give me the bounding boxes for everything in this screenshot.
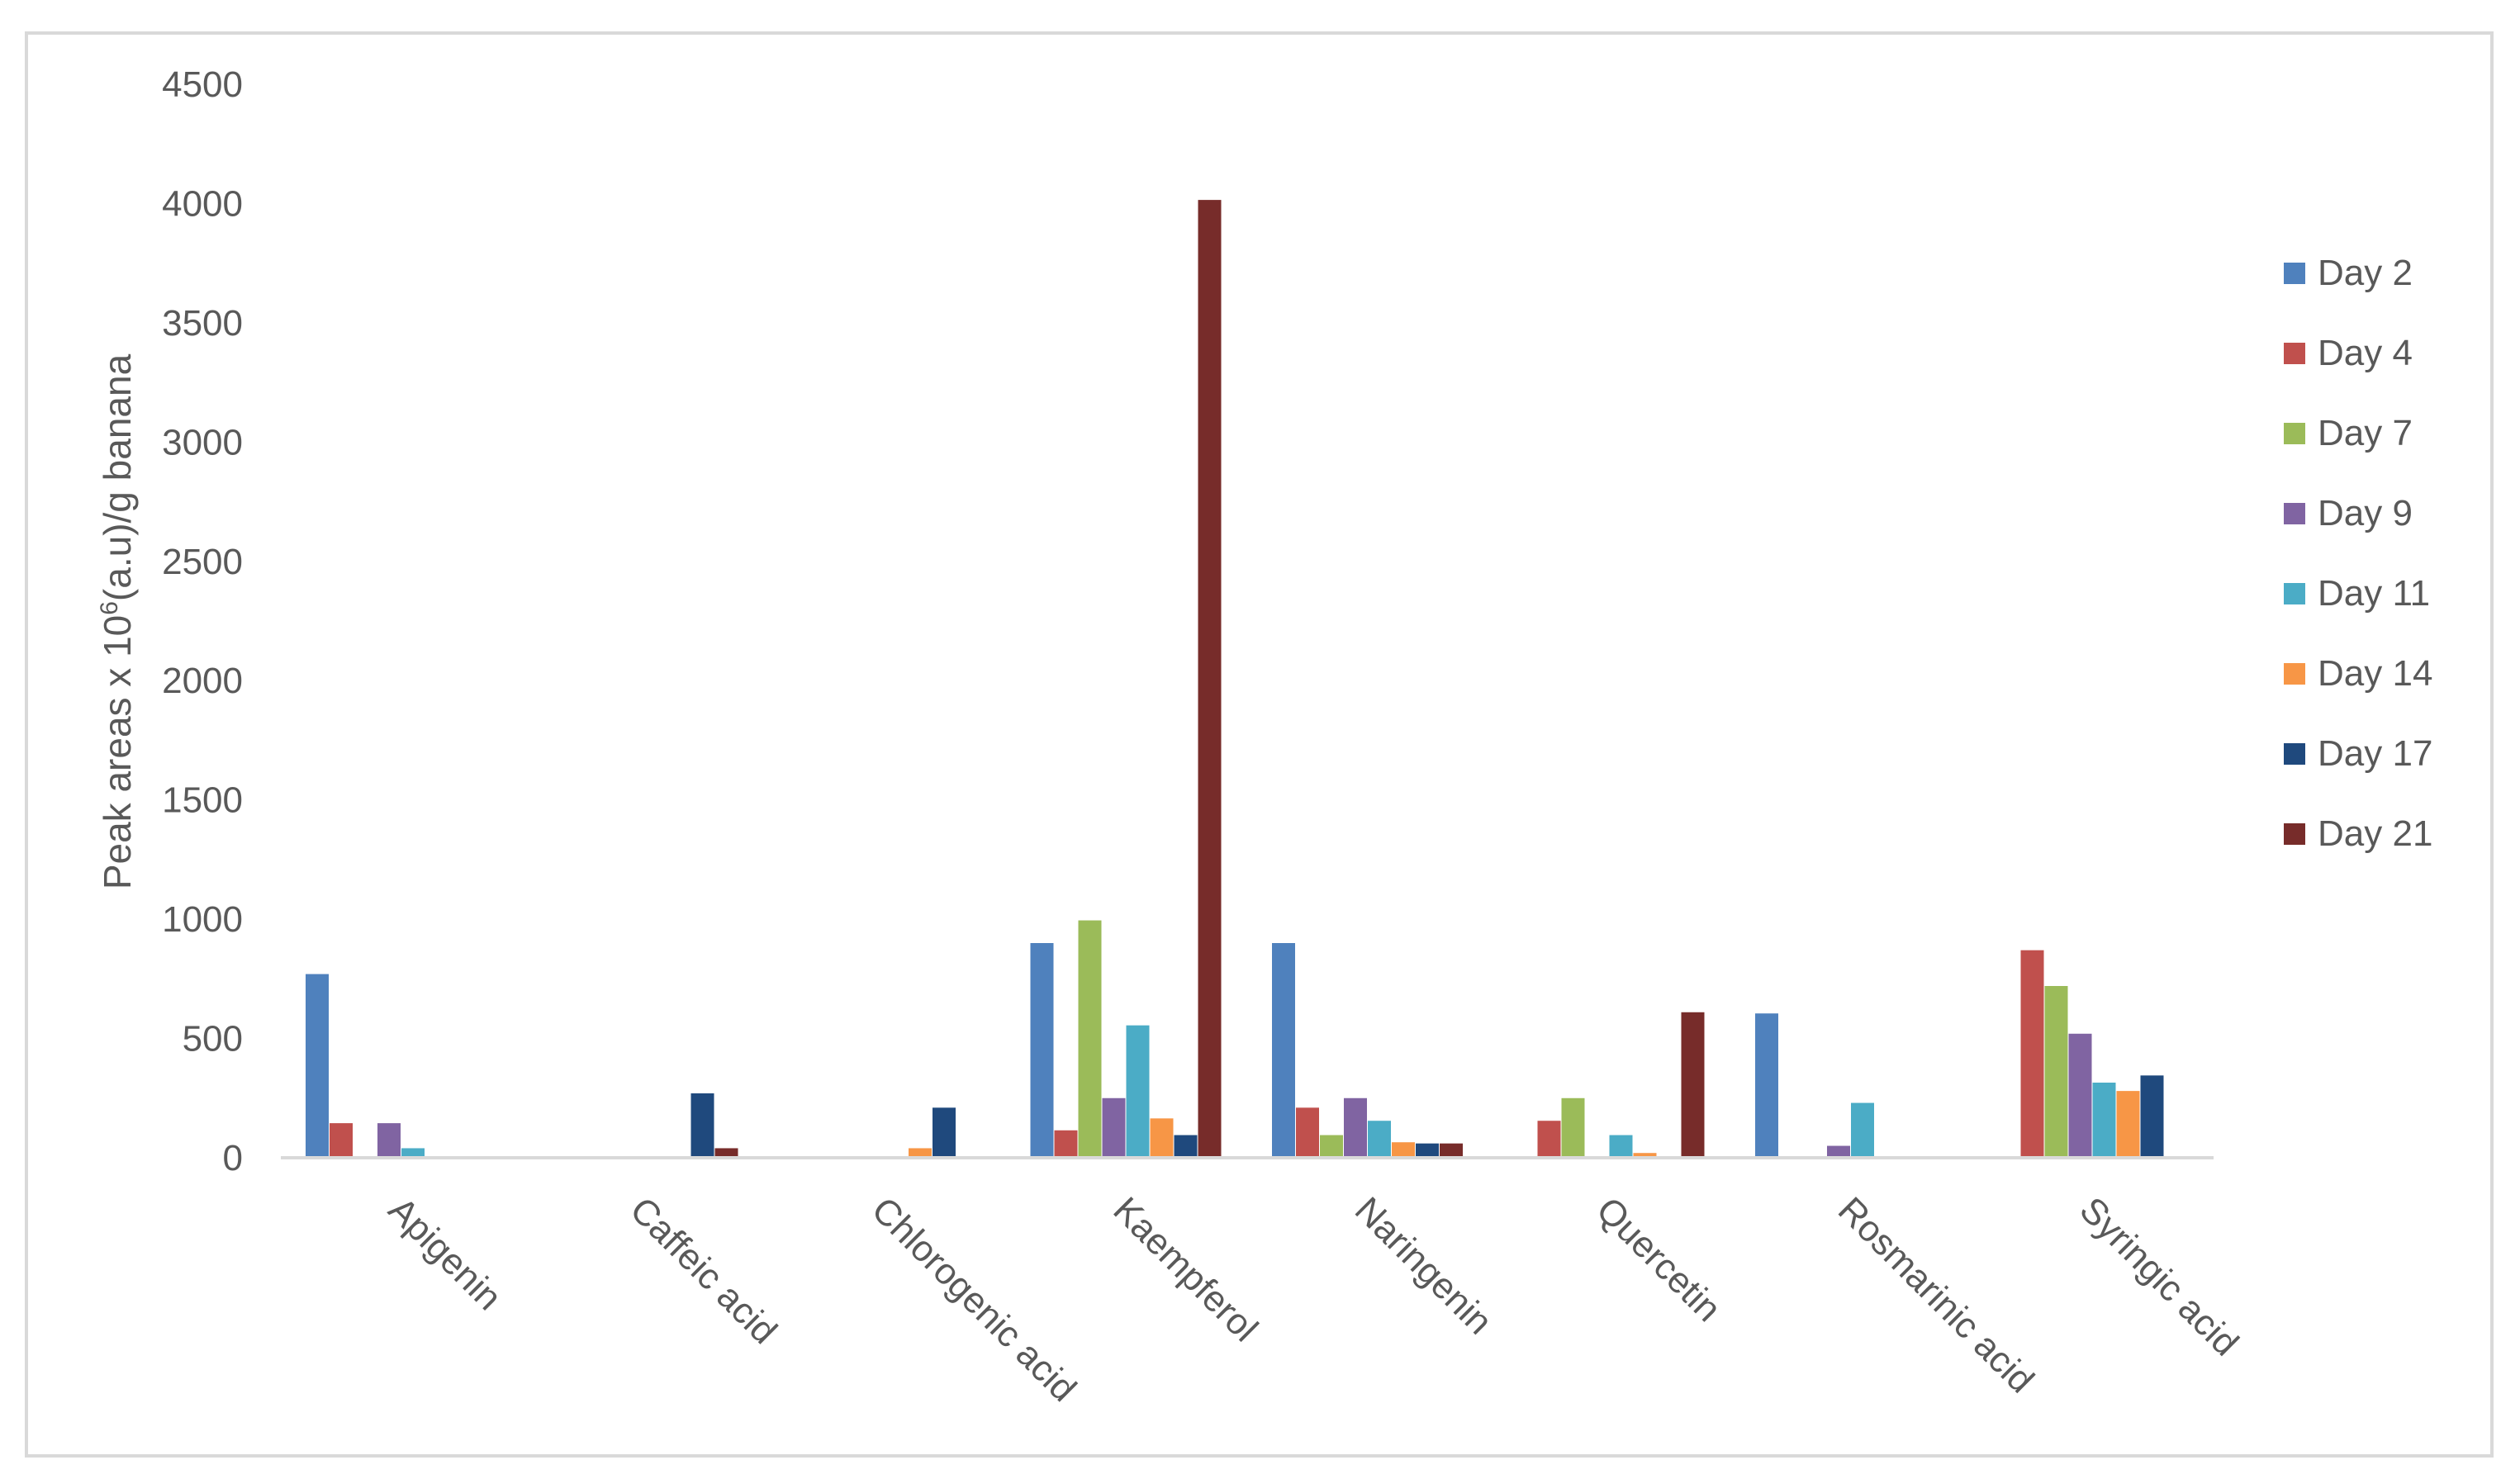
bar	[1609, 1135, 1633, 1158]
bar	[1561, 1097, 1585, 1158]
bar	[1755, 1013, 1778, 1158]
legend: Day 2 Day 4 Day 7 Day 9 Day 11 Day 14 Day 17 Da…	[2284, 253, 2432, 854]
bar	[377, 1123, 401, 1158]
legend-label: Day 17	[2318, 733, 2432, 774]
bar	[691, 1093, 714, 1158]
y-tick-label: 3000	[162, 422, 243, 462]
bar	[1320, 1135, 1343, 1158]
bar	[2020, 950, 2044, 1158]
legend-label: Day 14	[2318, 653, 2432, 694]
bar	[1633, 1153, 1657, 1158]
bar	[1126, 1025, 1150, 1158]
y-tick-label: 3500	[162, 303, 243, 344]
bar	[1368, 1121, 1391, 1158]
bar	[1198, 200, 1222, 1159]
bar	[2140, 1075, 2164, 1158]
legend-label: Day 21	[2318, 813, 2432, 854]
bar	[1392, 1142, 1415, 1158]
chart-border	[25, 31, 2494, 1458]
bar	[330, 1123, 353, 1158]
bars	[306, 200, 2164, 1159]
y-axis-ticks: 0 500 1000 1500 2000 2500 3000 3500 4000 4500	[162, 64, 243, 1178]
y-tick-label: 2000	[162, 661, 243, 701]
bar	[2092, 1083, 2116, 1158]
legend-swatch	[2284, 823, 2305, 845]
bar	[909, 1148, 932, 1158]
legend-label: Day 4	[2318, 333, 2413, 373]
legend-swatch	[2284, 583, 2305, 604]
bar	[1296, 1107, 1319, 1158]
bar	[1416, 1143, 1439, 1158]
bar	[1537, 1121, 1561, 1158]
y-tick-label: 4000	[162, 183, 243, 224]
bar	[1681, 1012, 1705, 1158]
bar	[401, 1148, 425, 1158]
y-tick-label: 1500	[162, 780, 243, 821]
legend-label: Day 2	[2318, 253, 2413, 293]
legend-label: Day 9	[2318, 493, 2413, 533]
legend-label: Day 7	[2318, 413, 2413, 453]
y-tick-label: 1000	[162, 899, 243, 940]
legend-label: Day 11	[2318, 573, 2430, 614]
bar	[1827, 1145, 1850, 1158]
y-tick-label: 2500	[162, 542, 243, 582]
bar	[2044, 986, 2068, 1158]
legend-swatch	[2284, 423, 2305, 444]
y-tick-label: 500	[183, 1019, 243, 1059]
legend-swatch	[2284, 743, 2305, 765]
y-axis-title: Peak areas x 106(a.u)/g banana	[96, 353, 140, 889]
bar	[2068, 1033, 2092, 1158]
bar	[714, 1148, 738, 1158]
bar	[1030, 943, 1054, 1158]
bar	[933, 1107, 956, 1158]
bar	[1054, 1130, 1078, 1158]
bar	[2116, 1091, 2140, 1158]
bar	[1174, 1135, 1198, 1158]
legend-swatch	[2284, 263, 2305, 284]
legend-swatch	[2284, 503, 2305, 524]
bar	[1344, 1097, 1367, 1158]
bar	[306, 974, 329, 1158]
bar	[1851, 1102, 1874, 1158]
bar	[1078, 920, 1102, 1158]
legend-swatch	[2284, 343, 2305, 364]
bar	[1440, 1143, 1463, 1158]
bar	[1102, 1097, 1126, 1158]
y-tick-label: 4500	[162, 64, 243, 105]
legend-swatch	[2284, 663, 2305, 685]
y-tick-label: 0	[223, 1138, 243, 1178]
bar	[1272, 943, 1295, 1158]
bar	[1150, 1118, 1174, 1158]
